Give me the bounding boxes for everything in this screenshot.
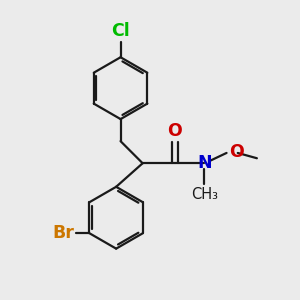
Text: O: O: [229, 143, 244, 161]
Text: O: O: [167, 122, 182, 140]
Text: CH₃: CH₃: [191, 187, 218, 202]
Text: Cl: Cl: [111, 22, 130, 40]
Text: N: N: [197, 154, 212, 172]
Text: Br: Br: [52, 224, 74, 242]
